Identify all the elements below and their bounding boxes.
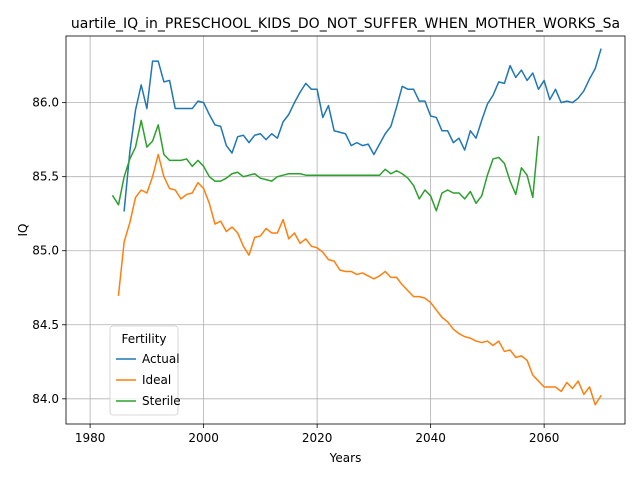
series-line-actual (123, 48, 602, 212)
x-tick-label: 2020 (302, 431, 333, 445)
plot-frame (65, 35, 626, 425)
series-line-sterile (111, 119, 540, 212)
axis-ticks: 1980 2000 2020 2040 2060 84.0 84.5 85.0 85.5 86.0 (32, 96, 559, 445)
y-axis-title: IQ (16, 224, 30, 237)
x-axis-title: Years (329, 451, 362, 465)
legend: Fertility Actual Ideal Sterile (109, 325, 181, 416)
x-tick-label: 2060 (529, 431, 560, 445)
legend-box (109, 325, 179, 416)
series-layer (111, 48, 602, 406)
y-tick-label: 84.0 (32, 392, 59, 406)
legend-label-sterile: Sterile (142, 394, 181, 408)
y-tick-label: 85.5 (32, 170, 59, 184)
series-line-ideal (117, 153, 602, 406)
x-tick-label: 1980 (75, 431, 106, 445)
x-tick-label: 2000 (188, 431, 219, 445)
x-tick-label: 2040 (415, 431, 446, 445)
legend-label-ideal: Ideal (142, 373, 171, 387)
grid-lines (66, 36, 625, 424)
y-tick-label: 85.0 (32, 244, 59, 258)
legend-title: Fertility (121, 332, 166, 346)
chart-title: uartile_IQ_in_PRESCHOOL_KIDS_DO_NOT_SUFF… (71, 16, 620, 32)
y-tick-label: 84.5 (32, 318, 59, 332)
y-tick-label: 86.0 (32, 96, 59, 110)
legend-label-actual: Actual (142, 352, 180, 366)
legend-items: Actual Ideal Sterile (116, 352, 181, 408)
